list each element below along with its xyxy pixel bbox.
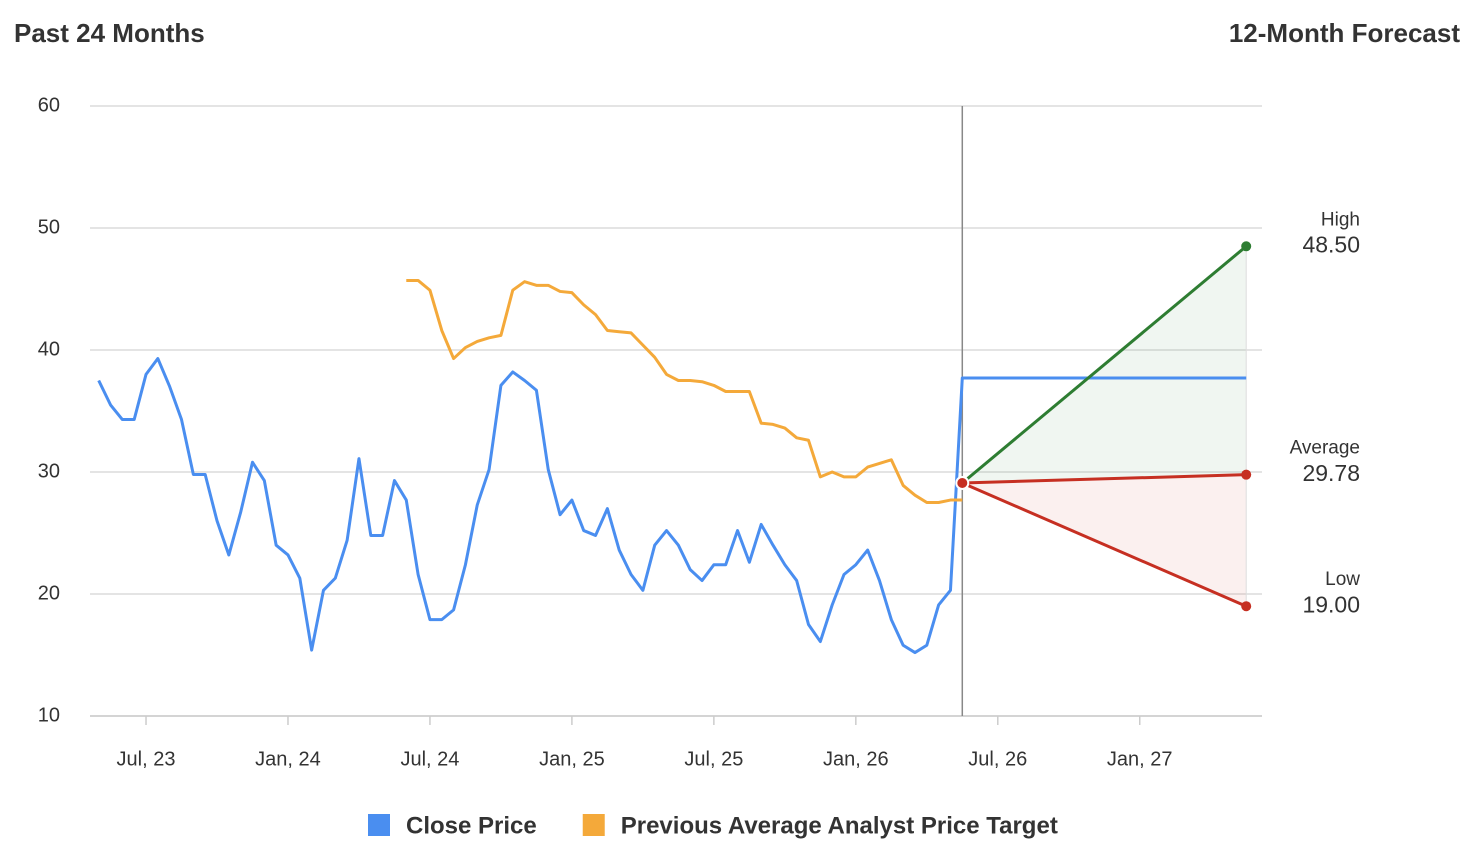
forecast-dot [1241,469,1252,480]
y-tick-label: 50 [38,216,60,238]
x-tick-label: Jul, 24 [400,748,459,770]
forecast-area-down [962,474,1247,607]
y-tick-label: 20 [38,582,60,604]
x-tick-label: Jul, 25 [684,748,743,770]
y-tick-label: 10 [38,704,60,726]
forecast-label: Low [1325,569,1360,590]
forecast-line [961,245,1248,485]
forecast-dot [1241,241,1252,252]
x-tick-label: Jul, 23 [117,748,176,770]
series-line [97,357,1247,655]
x-tick-label: Jul, 26 [968,748,1027,770]
legend-label: Close Price [406,812,537,839]
series-line [406,278,963,504]
forecast-line [962,473,1247,485]
forecast-value: 19.00 [1302,591,1360,617]
x-tick-label: Jan, 24 [255,748,321,770]
legend-swatch [368,814,390,836]
x-tick-label: Jan, 25 [539,748,605,770]
forecast-label: High [1321,209,1360,230]
forecast-value: 48.50 [1302,231,1360,257]
forecast-dot [1241,601,1252,612]
legend-swatch [582,814,605,836]
legend-label: Previous Average Analyst Price Target [621,812,1058,839]
y-tick-label: 60 [38,94,60,116]
y-tick-label: 30 [38,460,60,482]
forecast-label: Average [1290,438,1360,459]
forecast-value: 29.78 [1302,460,1360,486]
x-tick-label: Jan, 26 [823,748,889,770]
y-tick-label: 40 [38,338,60,360]
forecast-start [955,475,970,490]
forecast-line [961,481,1247,608]
x-tick-label: Jan, 27 [1107,748,1173,770]
chart-title: Past 24 Months [14,18,205,48]
forecast-title: 12-Month Forecast [1229,18,1460,48]
